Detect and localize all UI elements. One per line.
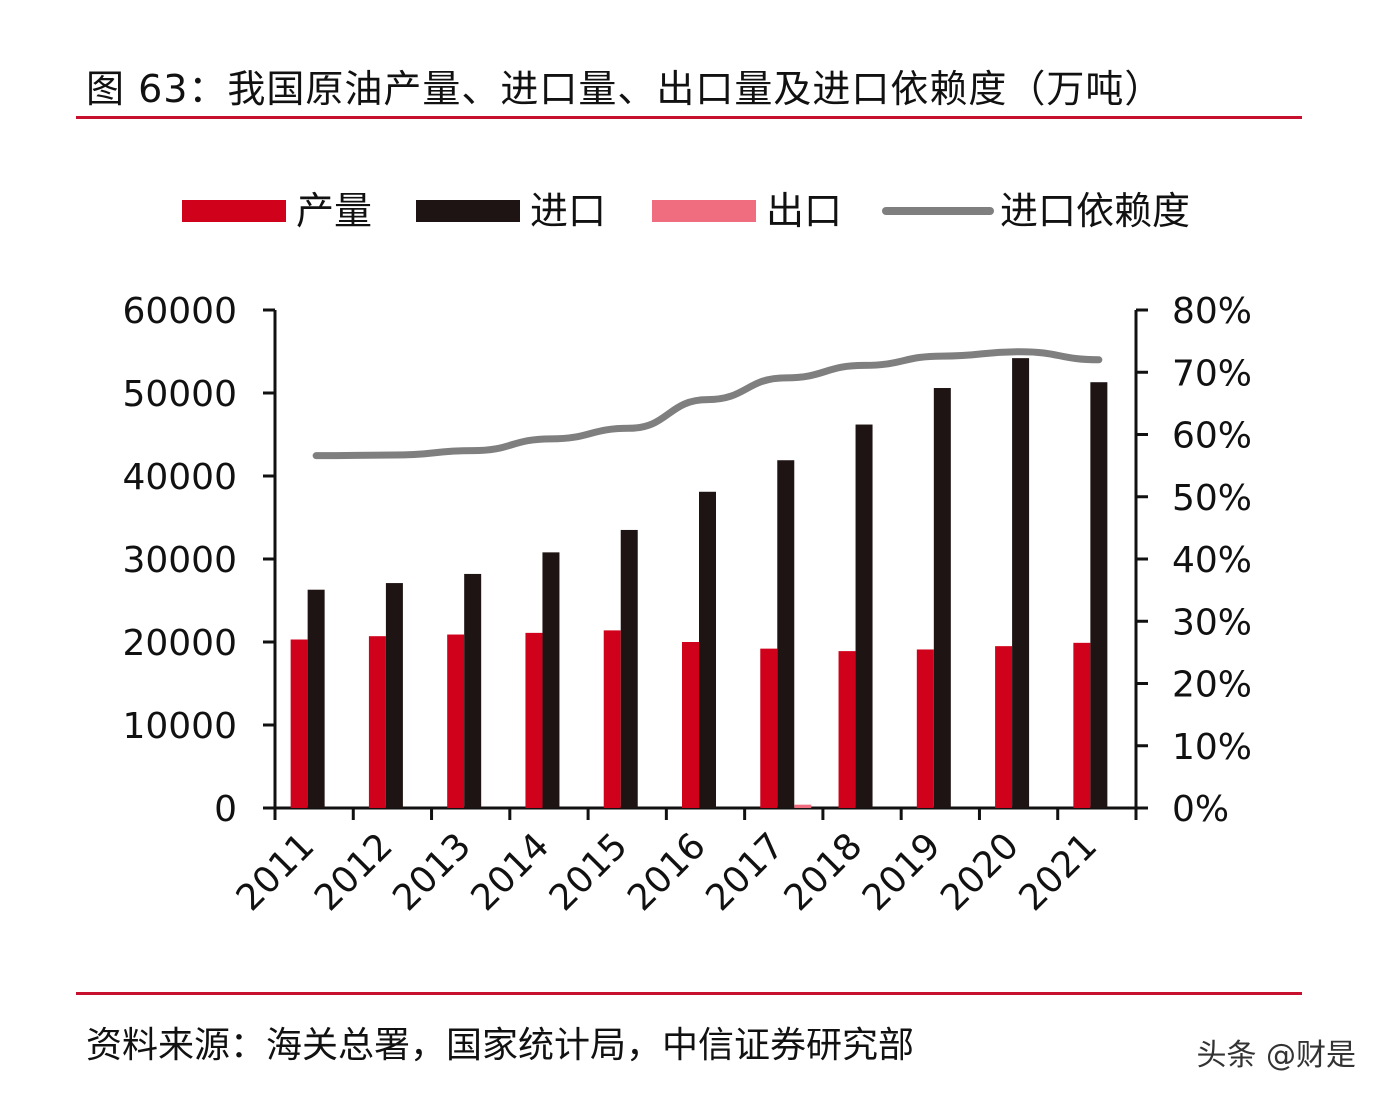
bar-产量-2016	[682, 642, 699, 808]
x-tick-label: 2015	[542, 825, 636, 919]
left-tick-label: 0	[214, 789, 237, 830]
right-tick-label: 20%	[1172, 665, 1252, 706]
right-tick-label: 40%	[1172, 540, 1252, 581]
legend-label-2: 进口	[530, 189, 606, 233]
watermark: 头条 @财是	[1196, 1038, 1356, 1073]
bar-进口-2020	[1012, 358, 1030, 808]
x-tick-label: 2012	[307, 825, 401, 919]
right-tick-label: 60%	[1172, 416, 1252, 457]
x-tick-label: 2013	[385, 825, 479, 919]
bar-进口-2015	[620, 529, 638, 808]
bar-进口-2018	[855, 424, 873, 808]
x-tick-label: 2016	[620, 825, 714, 919]
legend-label-4: 进口依赖度	[1000, 189, 1190, 233]
x-tick-label: 2017	[698, 825, 792, 919]
bar-进口-2011	[307, 589, 325, 808]
right-tick-label: 0%	[1172, 789, 1229, 830]
bar-产量-2011	[290, 639, 308, 808]
bar-产量-2014	[525, 632, 543, 808]
bar-产量-2021	[1073, 642, 1091, 808]
bar-进口-2012	[385, 583, 403, 808]
source-divider	[76, 992, 1302, 995]
bar-进口-2021	[1090, 382, 1108, 808]
right-tick-label: 50%	[1172, 478, 1252, 519]
bar-产量-2013	[447, 634, 465, 808]
chart-svg: 产量 进口 出口 进口依赖度 0 10000 20000 30000 40000 50000 600…	[122, 189, 1252, 919]
left-tick-label: 10000	[122, 706, 237, 747]
x-tick-label: 2020	[933, 825, 1027, 919]
bar-产量-2019	[916, 649, 934, 808]
left-tick-label: 60000	[122, 291, 237, 332]
source-note: 资料来源：海关总署，国家统计局，中信证券研究部	[86, 1025, 915, 1066]
x-tick-label: 2019	[855, 825, 949, 919]
x-tick-label: 2011	[229, 825, 323, 919]
line-series-dependence	[312, 348, 1103, 460]
legend-label-1: 产量	[296, 189, 372, 233]
legend-label-3: 出口	[766, 189, 842, 233]
bar-产量-2020	[995, 646, 1013, 808]
bar-进口-2017	[777, 460, 795, 808]
x-tick-label: 2014	[464, 825, 558, 919]
legend-swatch-2	[416, 200, 520, 222]
bar-进口-2014	[542, 552, 560, 808]
right-tick-label: 10%	[1172, 727, 1252, 768]
bar-进口-2019	[933, 388, 951, 808]
chart-title: 图 63：我国原油产量、进口量、出口量及进口依赖度（万吨）	[86, 67, 1164, 111]
left-tick-label: 30000	[122, 540, 237, 581]
x-tick-label: 2018	[777, 825, 871, 919]
right-tick-label: 70%	[1172, 353, 1252, 394]
legend-swatch-3	[652, 200, 756, 222]
title-divider	[76, 116, 1302, 119]
right-tick-label: 30%	[1172, 602, 1252, 643]
right-tick-label: 80%	[1172, 291, 1252, 332]
left-tick-label: 20000	[122, 623, 237, 664]
x-tick-label: 2021	[1011, 825, 1105, 919]
bar-产量-2015	[603, 630, 621, 808]
bar-出口-2017	[794, 804, 812, 808]
bar-进口-2016	[699, 491, 716, 808]
bar-产量-2012	[368, 636, 386, 808]
legend-swatch-1	[182, 200, 286, 222]
left-tick-label: 50000	[122, 374, 237, 415]
bar-产量-2018	[838, 651, 856, 808]
left-tick-label: 40000	[122, 457, 237, 498]
bar-进口-2013	[464, 573, 482, 808]
bar-产量-2017	[760, 648, 778, 808]
